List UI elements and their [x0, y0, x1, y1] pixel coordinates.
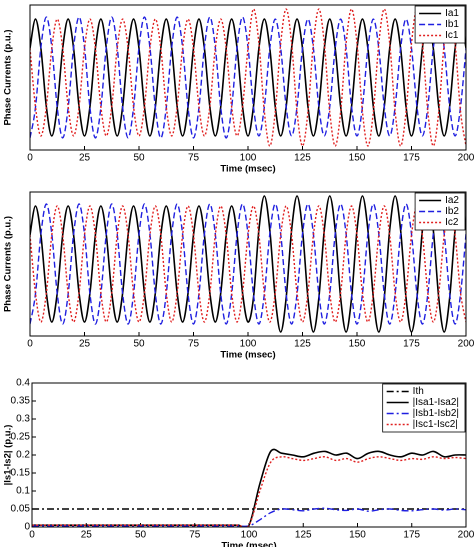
axes-frame	[31, 382, 467, 528]
legend: Ith|Isa1-Isa2||Isb1-Isb2||Isc1-Isc2|	[382, 383, 466, 433]
x-tick-label: 125	[294, 339, 311, 350]
x-tick-label: 50	[135, 530, 147, 541]
legend-label: Ia2	[445, 195, 459, 206]
y-axis-label: Phase Currents (p.u.)	[3, 29, 14, 125]
x-tick-label: 25	[79, 153, 91, 164]
x-tick-label: 200	[458, 153, 474, 164]
axes-frame	[29, 191, 467, 337]
subplot: 0 25 50 75 100 125 150 175 200 0 0.05 0.1 0.15 0.2 0.2…	[3, 378, 474, 552]
data-line	[30, 18, 466, 137]
x-tick-label: 125	[295, 530, 312, 541]
x-tick-label: 100	[240, 339, 257, 350]
x-tick-label: 100	[241, 530, 258, 541]
y-axis-label: |Is1-Is2| (p.u.)	[3, 425, 14, 486]
x-tick-label: 0	[29, 530, 35, 541]
legend-label: Ic1	[445, 30, 459, 41]
x-tick-label: 50	[133, 339, 145, 350]
y-tick-label: 0.1	[16, 486, 30, 497]
x-axis-label: Time (msec)	[221, 541, 276, 547]
x-tick-label: 75	[188, 153, 200, 164]
x-tick-label: 0	[27, 339, 33, 350]
x-tick-label: 50	[133, 153, 145, 164]
x-tick-label: 25	[79, 339, 91, 350]
y-tick-label: 0.2	[16, 450, 30, 461]
y-tick-label: 0.3	[16, 414, 30, 425]
legend-label: Ib1	[445, 19, 459, 30]
data-line	[30, 8, 466, 147]
data-line	[30, 205, 466, 323]
axes-frame	[29, 4, 467, 151]
x-tick-label: 150	[349, 530, 366, 541]
data-line	[30, 195, 466, 333]
legend-label: Ith	[413, 386, 424, 397]
x-tick-label: 125	[294, 153, 311, 164]
data-line	[32, 507, 466, 527]
y-axis-label: Phase Currents (p.u.)	[3, 216, 14, 312]
x-axis-label: Time (msec)	[220, 350, 275, 361]
x-tick-label: 200	[458, 530, 474, 541]
legend-label: |Isa1-Isa2|	[413, 397, 459, 408]
x-tick-label: 175	[403, 530, 420, 541]
x-tick-label: 175	[403, 339, 420, 350]
x-tick-label: 0	[27, 153, 33, 164]
data-line	[32, 448, 466, 527]
data-line	[30, 16, 466, 139]
x-tick-label: 100	[240, 153, 257, 164]
x-axis-label: Time (msec)	[220, 164, 275, 175]
x-tick-label: 25	[81, 530, 93, 541]
data-line	[30, 203, 466, 325]
legend-label: |Isb1-Isb2|	[413, 408, 459, 419]
y-tick-label: 0.25	[11, 432, 31, 443]
legend-label: Ib2	[445, 206, 459, 217]
y-tick-label: 0.4	[16, 378, 30, 389]
y-tick-label: 0.35	[11, 396, 31, 407]
legend-label: Ia1	[445, 8, 459, 19]
x-tick-label: 175	[403, 153, 420, 164]
y-tick-label: 0	[24, 522, 30, 533]
x-tick-label: 75	[189, 530, 201, 541]
y-tick-label: 0.05	[11, 504, 31, 515]
legend-label: |Isc1-Isc2|	[413, 419, 458, 430]
y-tick-label: 0.15	[11, 468, 31, 479]
x-tick-label: 75	[188, 339, 200, 350]
subplot: 0 25 50 75 100 125 150 175 200 Time (msec) Phase C…	[3, 4, 474, 175]
data-line	[32, 455, 466, 527]
subplot: 0 25 50 75 100 125 150 175 200 Time (msec) Phase C…	[3, 191, 474, 361]
legend-label: Ic2	[445, 217, 459, 228]
x-tick-label: 150	[349, 153, 366, 164]
x-tick-label: 150	[349, 339, 366, 350]
x-tick-label: 200	[458, 339, 474, 350]
